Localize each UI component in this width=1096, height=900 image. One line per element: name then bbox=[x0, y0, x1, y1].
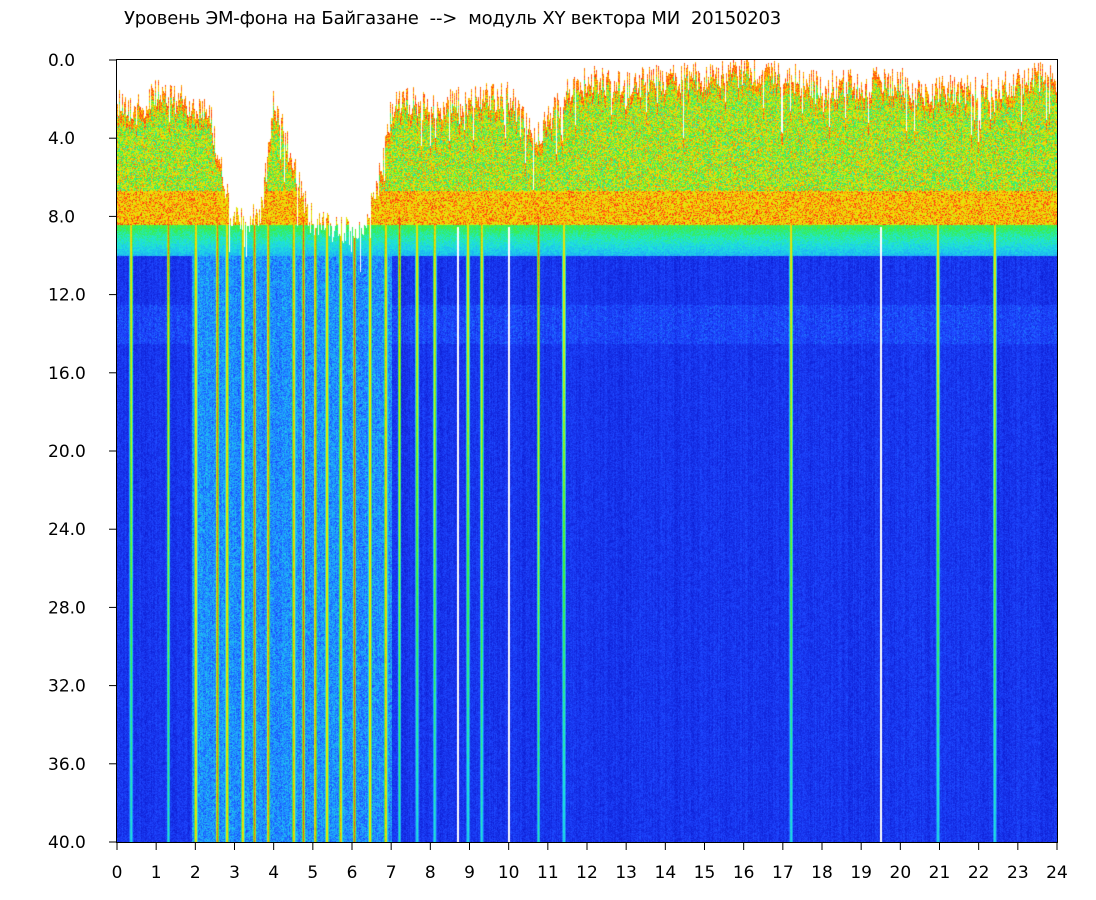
x-tick-label: 6 bbox=[347, 863, 358, 883]
y-tick-label: 16.0 bbox=[48, 364, 86, 384]
heatmap-raster bbox=[117, 60, 1057, 842]
x-tick-label: 18 bbox=[811, 863, 833, 883]
x-axis: 0 1 2 3 4 5 6 7 8 9 10 11 12 13 14 15 16 17 18 19 20 21 22 23 24 bbox=[112, 842, 1068, 883]
x-tick-label: 16 bbox=[733, 863, 755, 883]
x-tick-label: 14 bbox=[655, 863, 677, 883]
y-axis: 0.0 4.0 8.0 12.0 16.0 20.0 24.0 28.0 32.0 36.0 40.… bbox=[48, 51, 117, 853]
x-tick-label: 24 bbox=[1046, 863, 1068, 883]
y-tick-label: 12.0 bbox=[48, 286, 86, 306]
x-tick-label: 2 bbox=[190, 863, 201, 883]
x-tick-label: 22 bbox=[968, 863, 990, 883]
y-tick-label: 20.0 bbox=[48, 442, 86, 462]
chart-title: Уровень ЭМ-фона на Байгазане --> модуль … bbox=[124, 8, 782, 29]
y-tick-label: 24.0 bbox=[48, 520, 86, 540]
x-tick-label: 3 bbox=[229, 863, 240, 883]
y-tick-label: 36.0 bbox=[48, 755, 86, 775]
x-tick-label: 4 bbox=[268, 863, 279, 883]
x-tick-label: 0 bbox=[112, 863, 123, 883]
x-tick-label: 11 bbox=[537, 863, 559, 883]
y-tick-label: 0.0 bbox=[48, 51, 75, 71]
x-tick-label: 8 bbox=[425, 863, 436, 883]
x-tick-label: 1 bbox=[151, 863, 162, 883]
x-tick-label: 5 bbox=[307, 863, 318, 883]
x-tick-label: 13 bbox=[615, 863, 637, 883]
x-tick-label: 15 bbox=[694, 863, 716, 883]
x-tick-label: 21 bbox=[929, 863, 951, 883]
x-tick-label: 9 bbox=[464, 863, 475, 883]
x-tick-label: 12 bbox=[576, 863, 598, 883]
y-tick-label: 32.0 bbox=[48, 677, 86, 697]
x-tick-label: 20 bbox=[890, 863, 912, 883]
y-tick-label: 40.0 bbox=[48, 833, 86, 853]
x-tick-label: 7 bbox=[386, 863, 397, 883]
x-tick-label: 23 bbox=[1007, 863, 1029, 883]
x-tick-label: 10 bbox=[498, 863, 520, 883]
plot-area bbox=[116, 59, 1058, 843]
x-tick-label: 17 bbox=[772, 863, 794, 883]
y-tick-label: 28.0 bbox=[48, 598, 86, 618]
x-tick-label: 19 bbox=[850, 863, 872, 883]
y-tick-label: 4.0 bbox=[48, 129, 75, 149]
y-tick-label: 8.0 bbox=[48, 207, 75, 227]
